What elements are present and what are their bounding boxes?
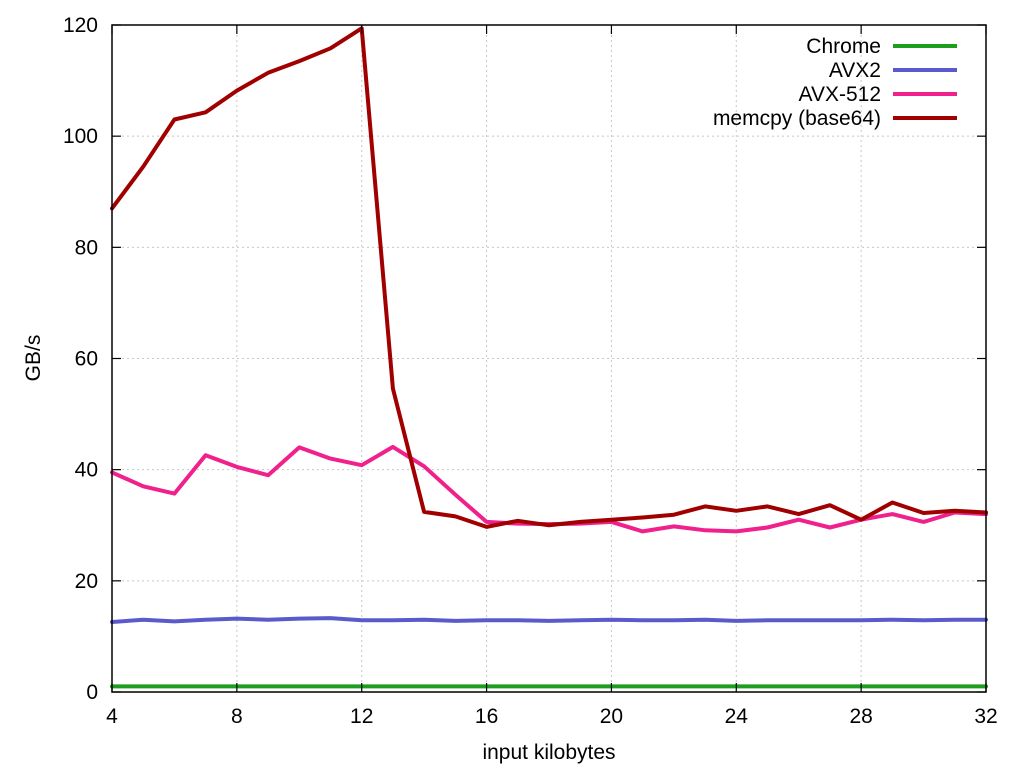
x-axis-title: input kilobytes bbox=[482, 741, 615, 764]
x-tick-label: 8 bbox=[231, 705, 243, 728]
x-tick-label: 24 bbox=[725, 705, 749, 728]
legend-label-memcpy-base64: memcpy (base64) bbox=[713, 107, 881, 130]
legend-label-avx2: AVX2 bbox=[829, 59, 881, 82]
legend-label-avx-512: AVX-512 bbox=[799, 83, 882, 106]
x-tick-label: 20 bbox=[600, 705, 623, 728]
series-line-memcpy-base64 bbox=[110, 26, 988, 529]
x-tick-label: 32 bbox=[974, 705, 997, 728]
y-tick-label: 0 bbox=[86, 681, 98, 704]
axis-ticks bbox=[111, 24, 987, 693]
tick-labels: 4 8 12 16 20 24 28 32 0 20 40 60 80 100 120 bbox=[63, 14, 998, 728]
y-axis-title: GB/s bbox=[22, 335, 45, 382]
y-tick-label: 40 bbox=[75, 459, 98, 482]
grid-lines bbox=[112, 25, 986, 692]
series-line-avx2 bbox=[110, 616, 988, 624]
x-tick-label: 12 bbox=[350, 705, 373, 728]
y-tick-label: 20 bbox=[75, 570, 98, 593]
x-tick-label: 16 bbox=[475, 705, 498, 728]
x-tick-label: 4 bbox=[106, 705, 118, 728]
y-tick-label: 100 bbox=[63, 125, 98, 148]
y-tick-label: 60 bbox=[75, 348, 98, 371]
x-tick-label: 28 bbox=[849, 705, 872, 728]
y-tick-label: 80 bbox=[75, 236, 98, 259]
plot-series bbox=[110, 26, 988, 689]
legend-label-chrome: Chrome bbox=[806, 35, 881, 58]
y-tick-label: 120 bbox=[63, 14, 98, 37]
